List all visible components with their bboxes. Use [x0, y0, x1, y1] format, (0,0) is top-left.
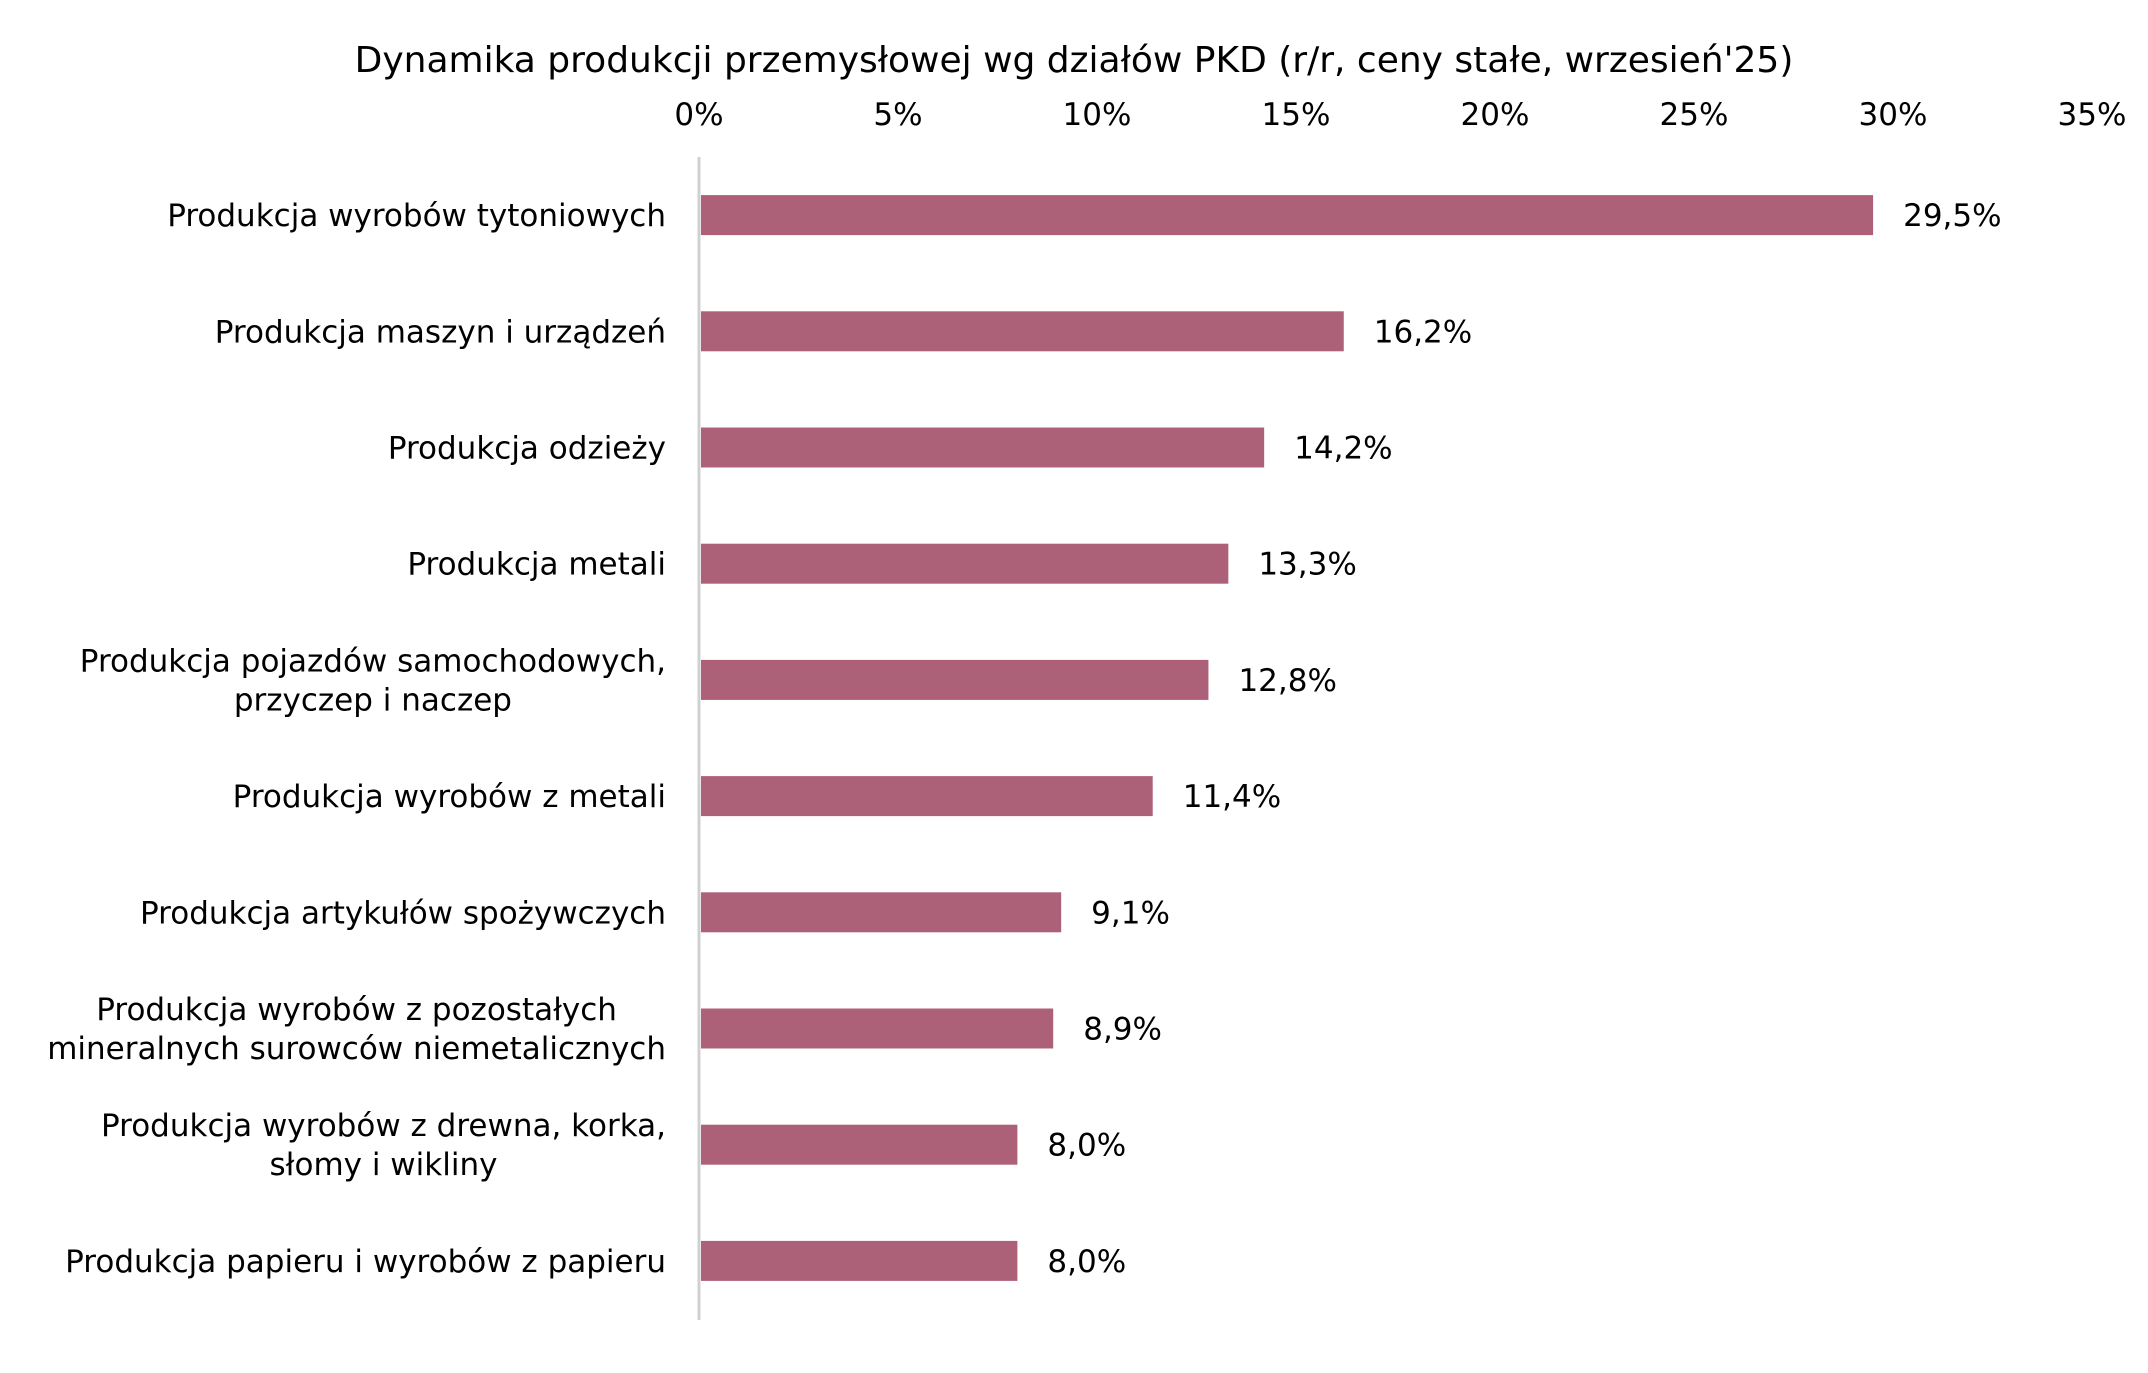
category-label: Produkcja wyrobów z metali	[233, 779, 666, 815]
x-tick-label: 35%	[2058, 97, 2127, 133]
category-label: Produkcja metali	[407, 547, 666, 583]
category-label: Produkcja pojazdów samochodowych,	[80, 643, 666, 679]
x-tick-label: 20%	[1461, 97, 1530, 133]
x-tick-label: 15%	[1262, 97, 1331, 133]
bar	[701, 1008, 1054, 1049]
category-labels: Produkcja wyrobów tytoniowych Produkcja m…	[47, 198, 666, 1280]
data-label: 8,0%	[1047, 1128, 1126, 1164]
category-label: mineralnych surowców niemetalicznych	[47, 1031, 666, 1067]
x-tick-label: 5%	[873, 97, 922, 133]
bar	[701, 659, 1209, 700]
bar	[701, 1240, 1018, 1281]
data-label: 29,5%	[1903, 198, 2001, 234]
bar	[701, 892, 1062, 933]
category-label: Produkcja maszyn i urządzeń	[215, 314, 666, 350]
bar	[701, 543, 1229, 584]
x-tick-label: 0%	[674, 97, 723, 133]
bar	[701, 1124, 1018, 1165]
x-tick-label: 30%	[1859, 97, 1928, 133]
bar	[701, 195, 1874, 236]
category-label: Produkcja wyrobów z pozostałych	[96, 992, 617, 1028]
category-label: Produkcja artykułów spożywczych	[140, 895, 666, 931]
data-label: 14,2%	[1294, 431, 1392, 467]
x-tick-label: 25%	[1660, 97, 1729, 133]
chart-title: Dynamika produkcji przemysłowej wg dział…	[355, 40, 1794, 81]
category-label: słomy i wikliny	[270, 1147, 498, 1183]
data-label: 16,2%	[1374, 314, 1472, 350]
bar	[701, 776, 1153, 817]
bar	[701, 427, 1265, 468]
data-label: 11,4%	[1183, 779, 1281, 815]
value-labels: 29,5% 16,2% 14,2% 13,3% 12,8% 11,4% 9,1% 8,9% 8,…	[1047, 198, 2001, 1280]
bar	[701, 311, 1344, 352]
data-label: 12,8%	[1238, 663, 1336, 699]
x-tick-label: 10%	[1063, 97, 1132, 133]
category-label: Produkcja papieru i wyrobów z papieru	[65, 1244, 666, 1280]
data-label: 8,9%	[1083, 1012, 1162, 1048]
category-label: Produkcja wyrobów tytoniowych	[167, 198, 666, 234]
data-label: 9,1%	[1091, 895, 1170, 931]
category-label: przyczep i naczep	[234, 682, 512, 718]
x-axis-ticks: 0% 5% 10% 15% 20% 25% 30% 35%	[674, 97, 2126, 133]
bars	[701, 195, 1874, 1281]
data-label: 13,3%	[1258, 547, 1356, 583]
data-label: 8,0%	[1047, 1244, 1126, 1280]
category-label: Produkcja odzieży	[388, 431, 666, 467]
category-label: Produkcja wyrobów z drewna, korka,	[101, 1108, 666, 1144]
